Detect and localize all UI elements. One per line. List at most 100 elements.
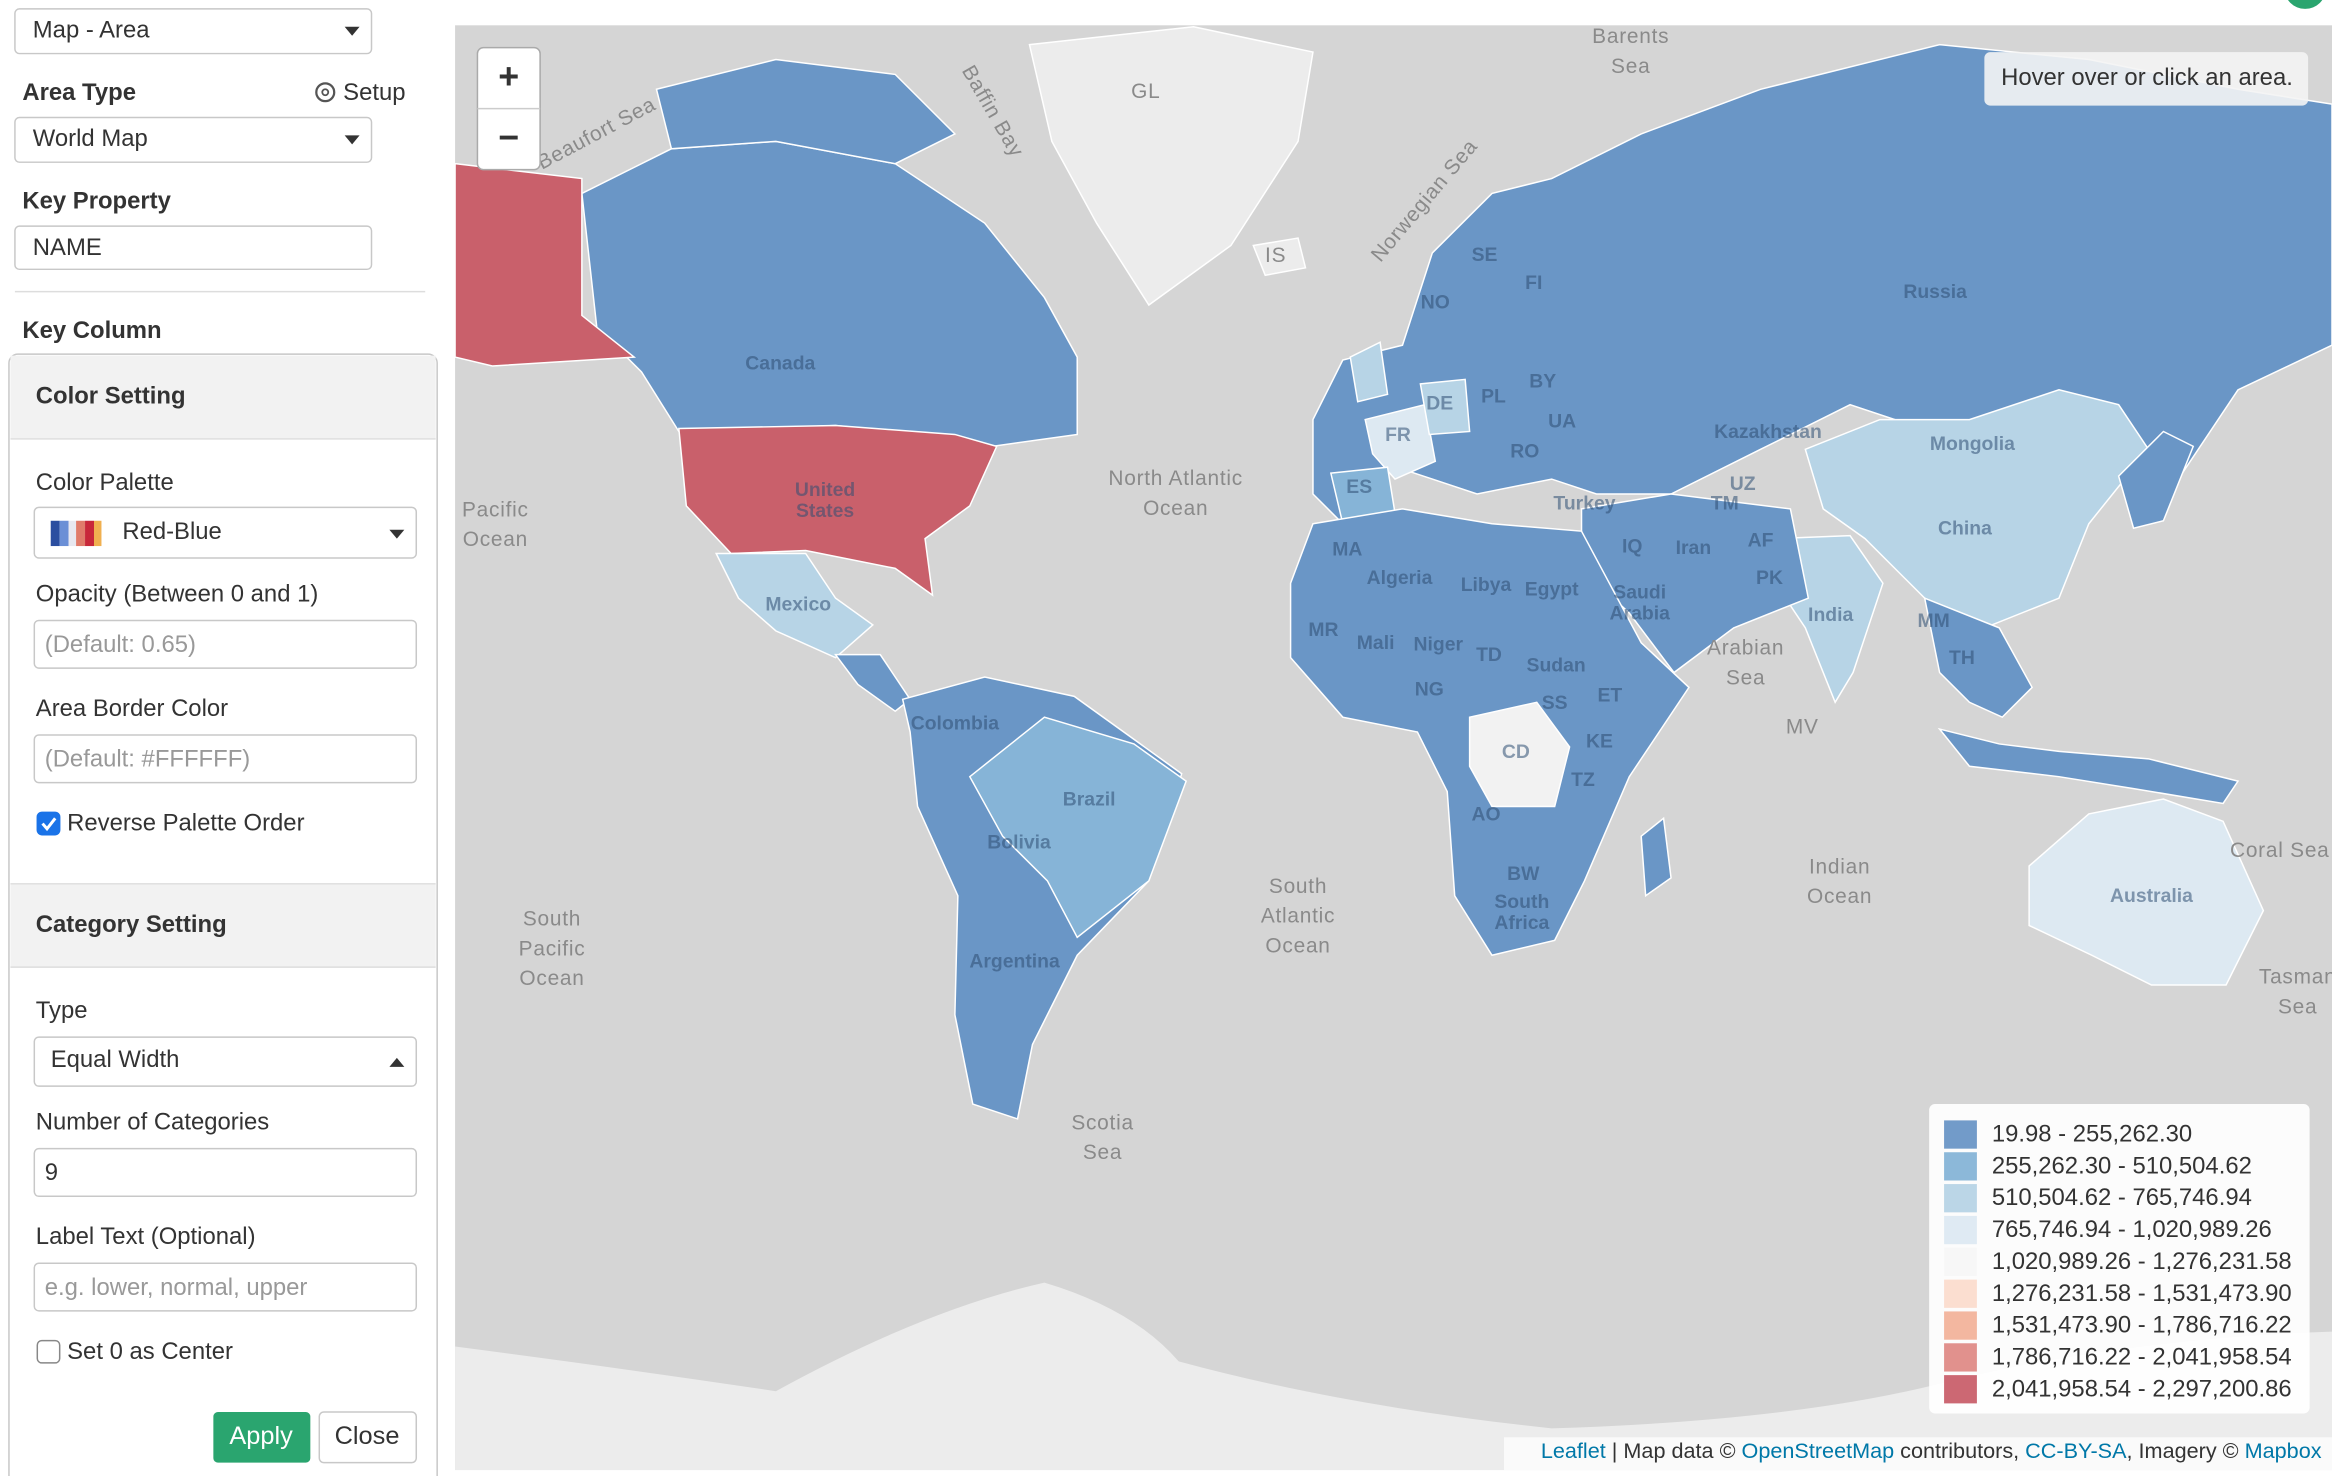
- country-label: ET: [1597, 684, 1622, 706]
- label-line: Saudi: [1613, 582, 1666, 604]
- sidebar: Map - Area Area Type Setup World Map Key…: [8, 8, 438, 1476]
- country-label: Turkey: [1553, 493, 1615, 515]
- label-line: SE: [1472, 244, 1498, 266]
- center-checkbox[interactable]: [36, 1339, 61, 1364]
- key-property: NAME: [33, 234, 102, 261]
- label-line: MA: [1332, 539, 1362, 561]
- label-line: Egypt: [1525, 579, 1579, 601]
- iceland: [1252, 237, 1307, 277]
- legend-swatch: [1944, 1343, 1977, 1372]
- checkmark: [41, 817, 57, 832]
- apply-button[interactable]: [213, 1412, 311, 1463]
- ocean-label: North Atlantic Ocean: [1108, 467, 1243, 520]
- checkbox-box: [36, 811, 61, 836]
- legend: 19.98 - 255,262.30 255,262.30 - 510,504.6…: [1929, 1104, 2310, 1414]
- legend-label: 1,276,231.58 - 1,531,473.90: [1992, 1280, 2292, 1307]
- label-line: Mali: [1357, 632, 1395, 654]
- legend-swatch: [1944, 1120, 1977, 1149]
- country-label: Canada: [745, 353, 815, 375]
- zoom-out[interactable]: −: [498, 117, 519, 157]
- attribution-text: contributors,: [1894, 1438, 2025, 1463]
- label-line: TM: [1711, 493, 1739, 515]
- label-line: FI: [1525, 272, 1542, 294]
- label-line: FR: [1385, 424, 1411, 446]
- label-line: MR: [1308, 619, 1338, 641]
- legend-swatch: [1944, 1247, 1977, 1277]
- label-line: Bolivia: [987, 832, 1051, 854]
- button-label: Apply: [229, 1422, 293, 1450]
- legend-label: 2,041,958.54 - 2,297,200.86: [1992, 1375, 2292, 1402]
- close-button[interactable]: [318, 1411, 418, 1464]
- palette-swatch: [50, 520, 102, 547]
- border-color-input[interactable]: [33, 734, 418, 784]
- label-line: AF: [1748, 530, 1774, 552]
- label-line: Ocean: [1807, 885, 1872, 908]
- field-label: Opacity (Between 0 and 1): [36, 580, 319, 607]
- button-label: Close: [335, 1422, 400, 1450]
- swatch-stripe: [76, 520, 86, 547]
- count-input[interactable]: [33, 1147, 418, 1198]
- label-line: Brazil: [1063, 789, 1116, 811]
- attribution-link[interactable]: OpenStreetMap: [1742, 1438, 1895, 1463]
- attribution-link[interactable]: Leaflet: [1541, 1438, 1606, 1463]
- label-text-input[interactable]: [33, 1262, 418, 1312]
- country-label: MR: [1308, 619, 1338, 641]
- country-label: MA: [1332, 539, 1362, 561]
- label-line: Libya: [1461, 574, 1512, 596]
- country-label: ES: [1346, 476, 1372, 498]
- palette-select[interactable]: [33, 506, 418, 559]
- country-label: SS: [1542, 692, 1568, 714]
- category-setting-title: Category Setting: [36, 911, 227, 938]
- gear-icon[interactable]: [315, 82, 336, 103]
- country-label: Mali: [1357, 632, 1395, 654]
- attribution-link[interactable]: CC-BY-SA: [2025, 1438, 2127, 1463]
- country-label: CD: [1502, 741, 1530, 763]
- placeholder: (Default: #FFFFFF): [45, 746, 250, 773]
- label-line: TD: [1476, 644, 1502, 666]
- label-line: Mexico: [765, 594, 831, 616]
- mexico: [714, 552, 875, 659]
- label-line: TZ: [1571, 769, 1595, 791]
- country-label: FR: [1385, 424, 1411, 446]
- panel-header: [10, 883, 436, 968]
- attribution: Leaflet | Map data © OpenStreetMap contr…: [1541, 1438, 2322, 1463]
- key-property-input[interactable]: [14, 225, 373, 271]
- area-type-select[interactable]: [14, 116, 373, 163]
- attribution-link[interactable]: Mapbox: [2245, 1438, 2322, 1463]
- brazil: [968, 716, 1188, 939]
- zoom-in[interactable]: +: [498, 56, 519, 96]
- legend-label: 510,504.62 - 765,746.94: [1992, 1184, 2252, 1211]
- opacity-input[interactable]: [33, 619, 418, 669]
- country-label: NO: [1421, 292, 1450, 314]
- swatch-stripe: [85, 520, 94, 547]
- ocean-label: South Pacific Ocean: [519, 907, 586, 989]
- country-label: TD: [1476, 644, 1502, 666]
- type-select[interactable]: [33, 1036, 418, 1087]
- label-line: Sea: [2278, 995, 2317, 1018]
- type: Equal Width: [51, 1046, 180, 1073]
- legend-swatch: [1944, 1375, 1977, 1404]
- country-label: Algeria: [1367, 567, 1433, 589]
- country-label: Colombia: [911, 713, 1000, 735]
- checkbox-box: [36, 1339, 61, 1364]
- japan: [2117, 430, 2195, 530]
- country-label: Mongolia: [1930, 433, 2015, 455]
- country-label: Australia: [2110, 885, 2193, 907]
- country-label: Saudi Arabia: [1610, 582, 1671, 625]
- ocean-label: Tasman Sea: [2259, 965, 2332, 1018]
- madagascar: [1640, 816, 1672, 898]
- setup-link[interactable]: Setup: [343, 79, 405, 106]
- label-line: MV: [1786, 715, 1819, 738]
- ocean-label: Coral Sea: [2230, 839, 2330, 862]
- label-line: Iran: [1676, 537, 1712, 559]
- reverse-checkbox[interactable]: [36, 811, 61, 836]
- checkbox-label: Set 0 as Center: [67, 1338, 233, 1365]
- label-line: Atlantic: [1261, 904, 1335, 927]
- label-line: NO: [1421, 292, 1450, 314]
- label-line: Arabia: [1610, 603, 1671, 625]
- placeholder: (Default: 0.65): [45, 631, 196, 658]
- ocean-label: IS: [1265, 243, 1286, 266]
- chart-type-select[interactable]: [14, 8, 373, 55]
